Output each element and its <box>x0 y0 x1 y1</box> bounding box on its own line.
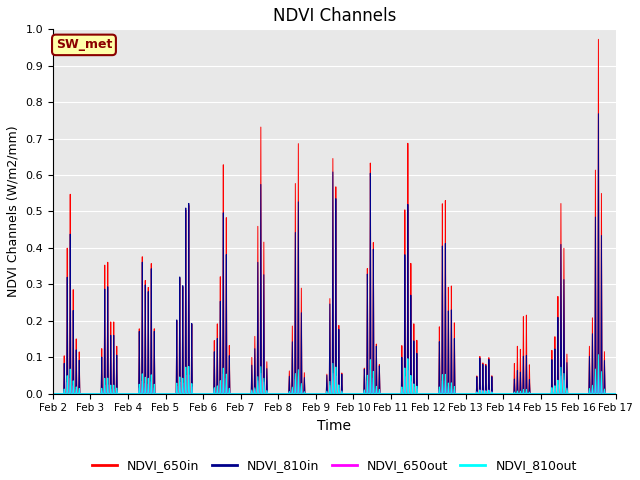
NDVI_810out <box>164 391 172 396</box>
NDVI_810out <box>612 391 620 396</box>
NDVI_810out <box>492 391 500 396</box>
Line: NDVI_650out: NDVI_650out <box>53 365 616 394</box>
Title: NDVI Channels: NDVI Channels <box>273 7 396 25</box>
NDVI_650out <box>170 391 177 396</box>
NDVI_650in <box>260 287 268 293</box>
NDVI_810out <box>595 352 602 358</box>
NDVI_650in <box>170 391 177 396</box>
NDVI_650in <box>595 36 602 42</box>
NDVI_650out <box>595 362 602 368</box>
NDVI_650out <box>610 391 618 396</box>
NDVI_650out <box>260 383 268 389</box>
NDVI_810in <box>412 391 420 396</box>
NDVI_810in <box>492 391 500 396</box>
NDVI_650in <box>164 391 172 396</box>
NDVI_810out <box>170 391 177 396</box>
NDVI_650in <box>49 391 57 396</box>
Line: NDVI_650in: NDVI_650in <box>53 39 616 394</box>
NDVI_810out <box>260 380 268 386</box>
NDVI_650out <box>612 391 620 396</box>
NDVI_810out <box>412 391 420 396</box>
NDVI_810in <box>610 391 618 396</box>
NDVI_650out <box>412 391 420 396</box>
NDVI_810in <box>612 391 620 396</box>
Line: NDVI_810out: NDVI_810out <box>53 355 616 394</box>
NDVI_650out <box>49 391 57 396</box>
NDVI_810out <box>610 391 618 396</box>
NDVI_810out <box>49 391 57 396</box>
NDVI_810in <box>164 391 172 396</box>
NDVI_810in <box>49 391 57 396</box>
Y-axis label: NDVI Channels (W/m2/mm): NDVI Channels (W/m2/mm) <box>7 126 20 297</box>
Line: NDVI_810in: NDVI_810in <box>53 114 616 394</box>
NDVI_810in <box>170 391 177 396</box>
Text: SW_met: SW_met <box>56 38 112 51</box>
NDVI_650out <box>164 391 172 396</box>
NDVI_650out <box>492 391 500 396</box>
NDVI_650in <box>610 391 618 396</box>
NDVI_650in <box>412 391 420 396</box>
NDVI_650in <box>612 391 620 396</box>
Legend: NDVI_650in, NDVI_810in, NDVI_650out, NDVI_810out: NDVI_650in, NDVI_810in, NDVI_650out, NDV… <box>87 455 582 478</box>
NDVI_810in <box>595 111 602 117</box>
X-axis label: Time: Time <box>317 419 351 433</box>
NDVI_650in <box>492 391 500 396</box>
NDVI_810in <box>260 310 268 315</box>
